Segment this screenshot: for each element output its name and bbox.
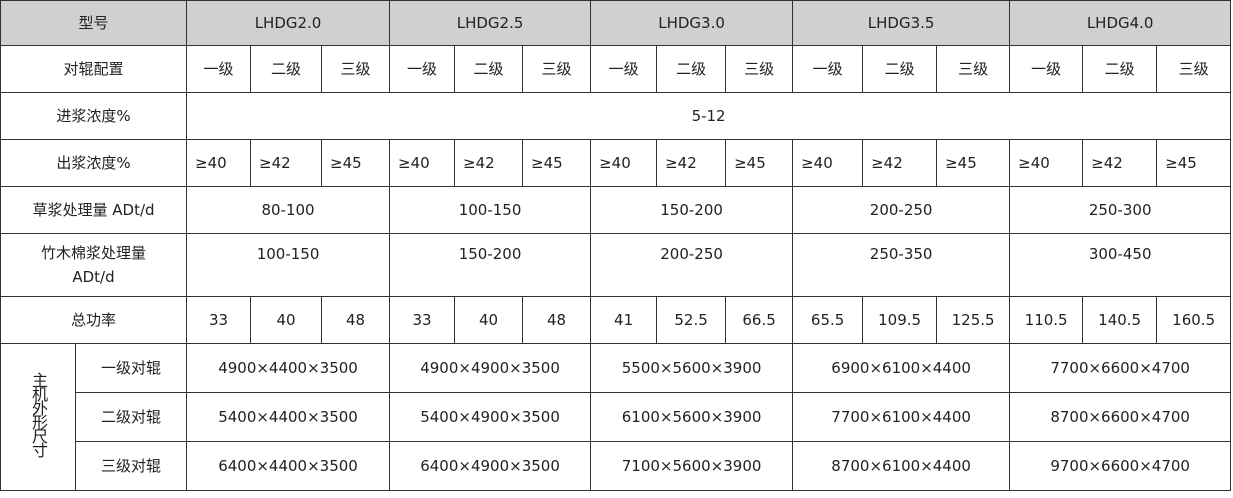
outlet-cell: ≥40 <box>186 139 252 187</box>
dimension-cell: 6400×4400×3500 <box>186 441 391 491</box>
straw-row: 草浆处理量 ADt/d 80-100 100-150 150-200 200-250 25… <box>0 186 1232 234</box>
power-cell: 52.5 <box>656 296 727 344</box>
dimension-cell: 7100×5600×3900 <box>590 441 794 491</box>
model-header: LHDG2.0 <box>186 0 391 46</box>
outlet-cell: ≥42 <box>454 139 524 187</box>
outlet-cell: ≥45 <box>725 139 794 187</box>
power-cell: 41 <box>590 296 658 344</box>
dimension-cell: 6400×4900×3500 <box>389 441 592 491</box>
model-header: LHDG2.5 <box>389 0 592 46</box>
wood-cell: 200-250 <box>590 233 794 297</box>
row-label: 总功率 <box>0 296 188 344</box>
power-cell: 48 <box>522 296 592 344</box>
config-cell: 二级 <box>656 45 727 93</box>
config-cell: 一级 <box>792 45 864 93</box>
inlet-value: 5-12 <box>186 92 1232 140</box>
outlet-cell: ≥45 <box>936 139 1011 187</box>
dimension-cell: 4900×4400×3500 <box>186 343 391 393</box>
row-label: 对辊配置 <box>0 45 188 93</box>
config-cell: 三级 <box>321 45 391 93</box>
outlet-cell: ≥42 <box>1082 139 1158 187</box>
straw-cell: 100-150 <box>389 186 592 234</box>
model-header: LHDG4.0 <box>1009 0 1232 46</box>
power-cell: 48 <box>321 296 391 344</box>
straw-cell: 80-100 <box>186 186 391 234</box>
dimension-cell: 5400×4400×3500 <box>186 392 391 442</box>
dimension-sublabel: 三级对辊 <box>74 441 188 491</box>
outlet-cell: ≥42 <box>862 139 938 187</box>
dimension-row: 主机外形尺寸 一级对辊 4900×4400×3500 4900×4900×3500 55… <box>0 343 1232 491</box>
wood-cell: 100-150 <box>186 233 391 297</box>
model-label: 型号 <box>0 0 188 46</box>
outlet-cell: ≥40 <box>792 139 864 187</box>
outlet-cell: ≥40 <box>590 139 658 187</box>
config-cell: 三级 <box>522 45 592 93</box>
dimension-row: 三级对辊 6400×4400×3500 6400×4900×3500 7100×560… <box>1 441 1232 491</box>
power-cell: 40 <box>250 296 323 344</box>
inlet-row: 进浆浓度% 5-12 <box>0 92 1232 140</box>
outlet-cell: ≥40 <box>1009 139 1084 187</box>
wood-cell: 300-450 <box>1009 233 1232 297</box>
dimension-sublabel: 二级对辊 <box>74 392 188 442</box>
dimension-row: 二级对辊 5400×4400×3500 5400×4900×3500 6100×560… <box>1 392 1232 442</box>
row-label: 进浆浓度% <box>0 92 188 140</box>
dimension-sublabel: 一级对辊 <box>74 343 188 393</box>
straw-cell: 200-250 <box>792 186 1011 234</box>
config-cell: 二级 <box>250 45 323 93</box>
dimension-cell: 8700×6600×4700 <box>1009 392 1232 442</box>
dimension-cell: 7700×6100×4400 <box>792 392 1011 442</box>
dimensions-label: 主机外形尺寸 <box>0 343 76 491</box>
dimension-cell: 9700×6600×4700 <box>1009 441 1232 491</box>
wood-cell: 250-350 <box>792 233 1011 297</box>
power-cell: 125.5 <box>936 296 1011 344</box>
outlet-cell: ≥42 <box>656 139 727 187</box>
model-header: LHDG3.0 <box>590 0 794 46</box>
outlet-cell: ≥40 <box>389 139 456 187</box>
row-label: 竹木棉浆处理量ADt/d <box>0 233 188 297</box>
header-row: 型号 LHDG2.0 LHDG2.5 LHDG3.0 LHDG3.5 LHDG4.0 <box>0 0 1232 46</box>
outlet-cell: ≥42 <box>250 139 323 187</box>
model-header: LHDG3.5 <box>792 0 1011 46</box>
power-cell: 33 <box>186 296 252 344</box>
wood-cell: 150-200 <box>389 233 592 297</box>
power-cell: 66.5 <box>725 296 794 344</box>
power-cell: 33 <box>389 296 456 344</box>
power-cell: 110.5 <box>1009 296 1084 344</box>
power-cell: 109.5 <box>862 296 938 344</box>
dimension-cell: 8700×6100×4400 <box>792 441 1011 491</box>
straw-cell: 150-200 <box>590 186 794 234</box>
dimension-cell: 6100×5600×3900 <box>590 392 794 442</box>
dimension-cell: 4900×4900×3500 <box>389 343 592 393</box>
outlet-row: 出浆浓度% ≥40 ≥42 ≥45 ≥40 ≥42 ≥45 ≥40 ≥42 ≥45 ≥40 ≥42 ≥4… <box>0 139 1232 187</box>
config-row: 对辊配置 一级 二级 三级 一级 二级 三级 一级 二级 三级 一级 二级 三级 一级 二级 三级 <box>0 45 1232 93</box>
straw-cell: 250-300 <box>1009 186 1232 234</box>
dimension-cell: 5400×4900×3500 <box>389 392 592 442</box>
power-cell: 65.5 <box>792 296 864 344</box>
outlet-cell: ≥45 <box>522 139 592 187</box>
wood-row: 竹木棉浆处理量ADt/d 100-150 150-200 200-250 250-350… <box>0 233 1232 297</box>
power-row: 总功率 33 40 48 33 40 48 41 52.5 66.5 65.5 109.5 125.5 1… <box>0 296 1232 344</box>
power-cell: 140.5 <box>1082 296 1158 344</box>
dimensions-label-text: 主机外形尺寸 <box>29 371 48 456</box>
config-cell: 三级 <box>936 45 1011 93</box>
row-label: 草浆处理量 ADt/d <box>0 186 188 234</box>
power-cell: 40 <box>454 296 524 344</box>
config-cell: 一级 <box>186 45 252 93</box>
outlet-cell: ≥45 <box>321 139 391 187</box>
config-cell: 二级 <box>1082 45 1158 93</box>
config-cell: 二级 <box>454 45 524 93</box>
power-cell: 160.5 <box>1156 296 1232 344</box>
config-cell: 一级 <box>590 45 658 93</box>
config-cell: 三级 <box>725 45 794 93</box>
outlet-cell: ≥45 <box>1156 139 1232 187</box>
dimension-cell: 6900×6100×4400 <box>792 343 1011 393</box>
config-cell: 一级 <box>389 45 456 93</box>
config-cell: 一级 <box>1009 45 1084 93</box>
row-label: 出浆浓度% <box>0 139 188 187</box>
config-cell: 二级 <box>862 45 938 93</box>
dimension-cell: 5500×5600×3900 <box>590 343 794 393</box>
config-cell: 三级 <box>1156 45 1232 93</box>
dimension-cell: 7700×6600×4700 <box>1009 343 1232 393</box>
